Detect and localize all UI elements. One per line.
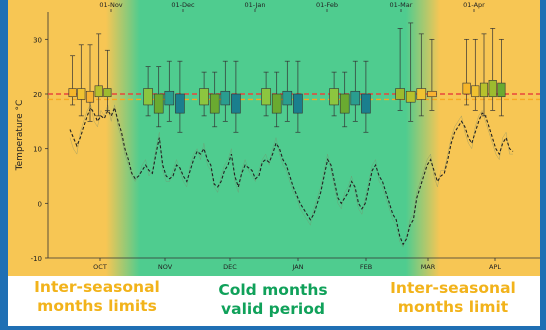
x-tick-label-3: JAN: [291, 263, 303, 271]
top-tick-label-2: 01-Jan: [245, 1, 266, 9]
x-tick-label-5: MAR: [421, 263, 436, 271]
box-dec-1: [209, 93, 220, 114]
box-apl-2: [479, 82, 489, 98]
x-tick-label-6: APL: [489, 263, 501, 271]
box-jan-0: [261, 88, 271, 106]
box-nov-0: [143, 88, 153, 106]
top-tick-label-0: 01-Nov: [99, 1, 122, 9]
box-nov-1: [153, 93, 164, 114]
temperature-chart: -10 0 10 20 30 Temperature °C OCT NOV DEC JAN FEB M…: [8, 0, 540, 276]
caption-left-line2: months limits: [37, 297, 157, 315]
caption-center-line2: valid period: [221, 300, 325, 318]
box-mar-0: [395, 88, 405, 100]
top-tick-label-1: 01-Dec: [171, 1, 195, 9]
x-tick-label-4: FEB: [360, 263, 372, 271]
caption-left-line1: Inter-seasonal: [34, 278, 160, 296]
box-apl-3: [488, 80, 497, 98]
caption-center: Cold months valid period: [203, 281, 343, 319]
box-feb-0: [329, 88, 339, 106]
box-mar-2: [416, 88, 427, 100]
top-tick-label-3: 01-Feb: [316, 1, 338, 9]
y-tick-label-0: -10: [31, 255, 42, 263]
caption-right: Inter-seasonal months limit: [378, 279, 528, 317]
caption-left: Inter-seasonal months limits: [22, 278, 172, 316]
box-feb-2: [350, 90, 361, 106]
box-apl-4: [497, 82, 506, 98]
box-apl-1: [471, 85, 480, 98]
box-mar-1: [405, 90, 416, 103]
box-oct-1: [77, 88, 86, 100]
box-dec-3: [231, 93, 241, 114]
y-tick-label-3: 20: [33, 91, 42, 99]
x-tick-label-1: NOV: [158, 263, 173, 271]
y-tick-label-2: 10: [33, 146, 42, 154]
box-jan-3: [293, 93, 303, 114]
top-tick-label-4: 01-Mar: [390, 1, 413, 9]
box-oct-0: [68, 88, 77, 98]
box-oct-3: [94, 85, 103, 98]
chart-panel: -10 0 10 20 30 Temperature °C OCT NOV DEC JAN FEB M…: [8, 0, 540, 326]
y-tick-label-1: 0: [38, 200, 42, 208]
caption-right-line1: Inter-seasonal: [390, 279, 516, 297]
box-jan-1: [271, 93, 282, 114]
y-axis-label: Temperature °C: [15, 100, 25, 172]
box-feb-3: [361, 93, 371, 114]
box-nov-3: [175, 93, 185, 114]
region-inter-seasonal-right: [440, 0, 540, 276]
region-transition-right: [406, 0, 440, 276]
box-jan-2: [282, 90, 293, 106]
series-line-mean: [69, 105, 514, 246]
y-tick-label-4: 30: [33, 36, 42, 44]
box-nov-2: [164, 90, 175, 106]
box-oct-2: [85, 90, 95, 103]
x-tick-label-0: OCT: [93, 263, 107, 271]
top-tick-label-5: 01-Apr: [463, 1, 485, 9]
x-tick-label-2: DEC: [223, 263, 237, 271]
box-oct-4: [103, 88, 112, 98]
caption-center-line1: Cold months: [218, 281, 328, 299]
box-feb-1: [339, 93, 350, 114]
region-cold-months: [140, 0, 406, 276]
box-dec-2: [220, 90, 231, 106]
box-dec-0: [199, 88, 209, 106]
caption-right-line2: months limit: [397, 298, 509, 316]
box-apl-0: [462, 82, 471, 95]
box-mar-3: [427, 90, 437, 98]
